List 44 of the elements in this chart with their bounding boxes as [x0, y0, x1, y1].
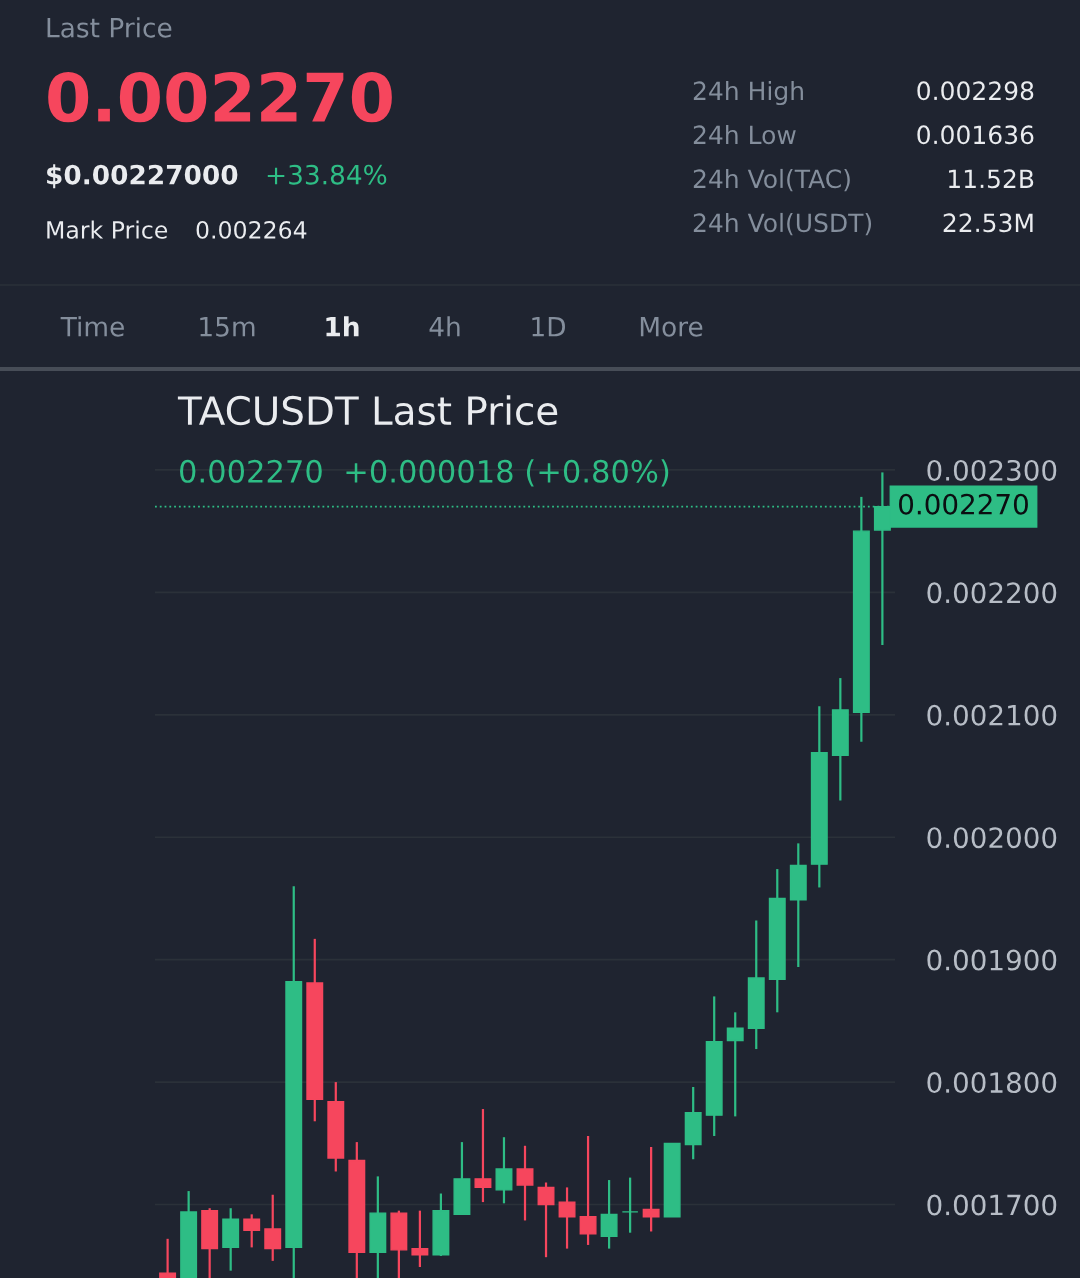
text: Last Price [47, 17, 172, 38]
text: 0.002298 [917, 81, 1034, 101]
candlestick [642, 1145, 660, 1233]
candlestick [726, 1011, 744, 1118]
text: 1h [326, 316, 359, 337]
y-tick-label: 0.002000 [927, 827, 1057, 849]
candlestick [243, 1213, 261, 1249]
text: 24h Vol(USDT) [693, 212, 872, 236]
text: Time [60, 316, 124, 337]
text: +33.84% [267, 164, 387, 185]
candlestick [558, 1186, 576, 1250]
y-tick-label: 0.002300 [927, 459, 1057, 481]
candlestick [579, 1134, 597, 1247]
ref-line-label: 0.002270 [899, 493, 1028, 515]
text: 24h Low [693, 124, 796, 145]
candlestick [264, 1193, 282, 1262]
y-tick-label: 0.002100 [927, 704, 1057, 726]
text: 4h [429, 316, 460, 337]
text: 1D [532, 317, 565, 337]
text: 0.001636 [917, 125, 1034, 145]
text: 0.002264 [196, 220, 307, 239]
y-tick-label: 0.001800 [927, 1072, 1057, 1094]
candlestick [621, 1176, 639, 1234]
y-tick-label: 0.001900 [927, 949, 1057, 971]
text: More [640, 317, 703, 337]
y-tick-label: 0.001700 [927, 1194, 1057, 1216]
y-tick-label: 0.002200 [927, 582, 1057, 604]
text: 0.002270 [48, 71, 392, 123]
candlestick [600, 1178, 618, 1250]
text: 11.52B [949, 169, 1034, 189]
candlestick [495, 1136, 513, 1205]
text: Mark Price [47, 220, 168, 239]
chart-title: TACUSDT Last Price [177, 395, 558, 426]
text: 15m [200, 317, 255, 337]
text: 0.002270 +0.000018 (+0.80%) [180, 459, 669, 487]
candlestick [537, 1181, 555, 1259]
text: $0.00227000 [47, 164, 238, 189]
candlestick [474, 1107, 492, 1204]
text: 24h High [693, 80, 803, 106]
candlestick [159, 1237, 177, 1278]
candlestick [411, 1209, 429, 1269]
text: 22.53M [943, 213, 1033, 233]
candlestick [516, 1144, 534, 1222]
text: 24h Vol(TAC) [693, 168, 850, 192]
